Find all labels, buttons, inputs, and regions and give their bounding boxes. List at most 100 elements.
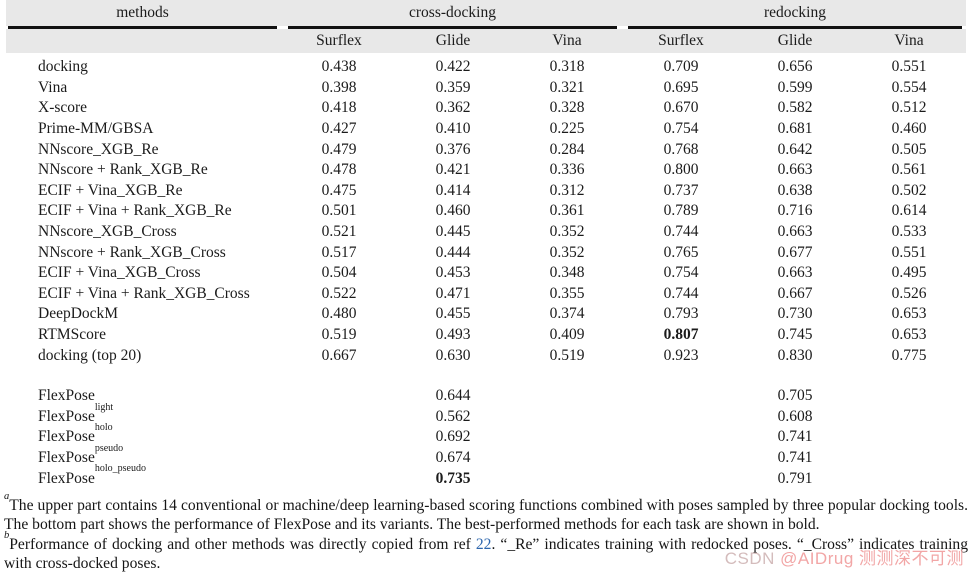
method-cell: ECIF + Vina_XGB_Re: [38, 181, 183, 199]
method-cell: FlexPoseholo_pseudo: [38, 463, 146, 487]
value-cell: 0.695: [663, 78, 699, 96]
subheader-cross-vina: Vina: [552, 32, 582, 49]
header-methods: methods: [116, 4, 169, 21]
value-cell: 0.361: [549, 202, 585, 220]
value-cell: 0.705: [777, 387, 813, 405]
footnote-marker: b: [4, 529, 10, 541]
value-cell: 0.438: [321, 58, 357, 76]
value-cell: 0.599: [777, 78, 813, 96]
value-cell: 0.460: [891, 120, 927, 138]
method-cell: ECIF + Vina_XGB_Cross: [38, 264, 201, 282]
subheader-cross-surflex: Surflex: [316, 32, 362, 49]
value-cell: 0.653: [891, 326, 927, 344]
rule-methods: [8, 26, 277, 29]
value-cell: 0.692: [435, 428, 471, 446]
value-cell: 0.321: [549, 78, 585, 96]
reference-link[interactable]: 22: [475, 535, 492, 553]
value-cell: 0.716: [777, 202, 813, 220]
value-cell: 0.359: [435, 78, 471, 96]
value-cell: 0.460: [435, 202, 471, 220]
table-row: ECIF + Vina + Rank_XGB_Re 0.501 0.460 0.361…: [0, 201, 972, 222]
value-cell: 0.398: [321, 78, 357, 96]
value-cell: 0.318: [549, 58, 585, 76]
section-gap: [0, 366, 972, 386]
value-cell: 0.807: [663, 326, 699, 344]
value-cell: 0.444: [435, 243, 471, 261]
value-cell: 0.522: [321, 284, 357, 302]
method-cell: DeepDockM: [38, 305, 119, 323]
value-cell: 0.284: [549, 140, 585, 158]
value-cell: 0.653: [891, 305, 927, 323]
value-cell: 0.614: [891, 202, 927, 220]
method-cell: Prime-MM/GBSA: [38, 120, 154, 138]
value-cell: 0.561: [891, 161, 927, 179]
value-cell: 0.789: [663, 202, 699, 220]
value-cell: 0.502: [891, 181, 927, 199]
value-cell: 0.582: [777, 99, 813, 117]
table-row: ECIF + Vina + Rank_XGB_Cross 0.522 0.471 0.…: [0, 284, 972, 305]
value-cell: 0.455: [435, 305, 471, 323]
table-row: DeepDockM 0.480 0.455 0.374 0.793 0.730 0.653: [0, 304, 972, 325]
table-header-groups: methods cross-docking redocking: [6, 0, 966, 26]
watermark-handle: @AIDrug 测测深不可测: [780, 549, 964, 568]
table-row: X-score 0.418 0.362 0.328 0.670 0.582 0.512: [0, 98, 972, 119]
value-cell: 0.512: [891, 99, 927, 117]
value-cell: 0.355: [549, 284, 585, 302]
footnote-paragraph-a: aThe upper part contains 14 conventional…: [4, 490, 968, 534]
method-cell: NNscore + Rank_XGB_Re: [38, 161, 208, 179]
value-cell: 0.495: [891, 264, 927, 282]
footnote-marker: a: [4, 490, 10, 502]
value-cell: 0.471: [435, 284, 471, 302]
watermark: CSDN @AIDrug 测测深不可测: [725, 544, 964, 569]
value-cell: 0.551: [891, 243, 927, 261]
value-cell: 0.775: [891, 346, 927, 364]
header-redocking: redocking: [764, 4, 826, 21]
value-cell: 0.741: [777, 448, 813, 466]
value-cell: 0.348: [549, 264, 585, 282]
value-cell: 0.374: [549, 305, 585, 323]
value-cell: 0.336: [549, 161, 585, 179]
value-cell: 0.480: [321, 305, 357, 323]
method-cell: FlexPoseholo: [38, 422, 113, 446]
value-cell: 0.422: [435, 58, 471, 76]
value-cell: 0.800: [663, 161, 699, 179]
table-row: FlexPoseholo 0.692 0.741: [0, 422, 972, 448]
value-cell: 0.475: [321, 181, 357, 199]
value-cell: 0.362: [435, 99, 471, 117]
table-row: FlexPose 0.644 0.705: [0, 386, 972, 407]
table-row: Prime-MM/GBSA 0.427 0.410 0.225 0.754 0.681 0.…: [0, 119, 972, 140]
value-cell: 0.526: [891, 284, 927, 302]
value-cell: 0.479: [321, 140, 357, 158]
method-cell: RTMScore: [38, 326, 106, 344]
method-cell: FlexPoselight: [38, 401, 114, 425]
table-row: FlexPoselight 0.562 0.608: [0, 401, 972, 428]
value-cell: 0.737: [663, 181, 699, 199]
value-cell: 0.667: [777, 284, 813, 302]
value-cell: 0.741: [777, 428, 813, 446]
subheader-re-surflex: Surflex: [658, 32, 704, 49]
header-cross-docking: cross-docking: [409, 4, 496, 21]
subheader-re-glide: Glide: [777, 32, 813, 49]
value-cell: 0.504: [321, 264, 357, 282]
value-cell: 0.427: [321, 120, 357, 138]
value-cell: 0.709: [663, 58, 699, 76]
value-cell: 0.923: [663, 346, 699, 364]
subheader-re-vina: Vina: [894, 32, 924, 49]
value-cell: 0.352: [549, 223, 585, 241]
value-cell: 0.735: [435, 469, 471, 487]
value-cell: 0.754: [663, 264, 699, 282]
method-cell: X-score: [38, 99, 88, 117]
value-cell: 0.501: [321, 202, 357, 220]
table-row: docking 0.438 0.422 0.318 0.709 0.656 0.551: [0, 57, 972, 78]
value-cell: 0.421: [435, 161, 471, 179]
method-superscript: holo: [94, 422, 113, 434]
method-cell: ECIF + Vina + Rank_XGB_Re: [38, 202, 232, 220]
value-cell: 0.376: [435, 140, 471, 158]
value-cell: 0.638: [777, 181, 813, 199]
table-row: docking (top 20) 0.667 0.630 0.519 0.923 0.83…: [0, 345, 972, 366]
header-rules: [6, 26, 966, 29]
subheader-cross-glide: Glide: [435, 32, 471, 49]
method-superscript: light: [94, 401, 114, 413]
value-cell: 0.409: [549, 326, 585, 344]
method-cell: NNscore_XGB_Cross: [38, 223, 177, 241]
